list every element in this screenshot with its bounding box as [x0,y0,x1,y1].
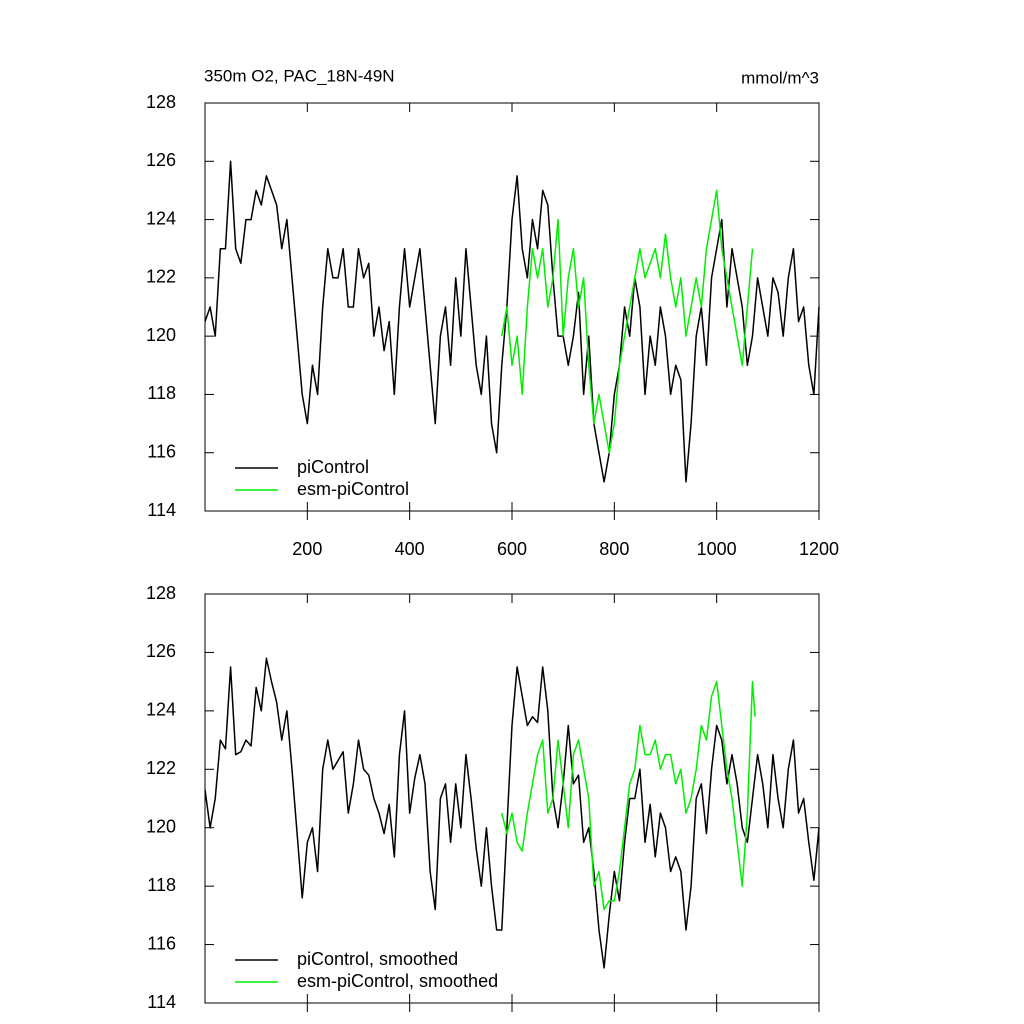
y-tick-label: 122 [146,758,176,778]
y-tick-label: 120 [146,816,176,836]
y-tick-label: 116 [147,933,176,953]
y-tick-label: 114 [147,500,176,520]
y-tick-label: 118 [147,875,176,895]
y-tick-label: 126 [146,641,176,661]
plot-frame [204,593,820,1004]
y-tick-label: 120 [146,325,176,345]
x-tick-label: 400 [395,539,425,559]
legend-label: esm-piControl [297,479,409,499]
legend-label: piControl, smoothed [297,949,458,969]
y-tick-label: 126 [146,150,176,170]
data-line [501,189,754,454]
y-tick-label: 124 [146,700,176,720]
y-tick-label: 124 [146,208,176,228]
data-line [204,657,820,969]
legend-label: piControl [297,457,369,477]
y-tick-label: 114 [147,992,176,1012]
x-tick-label: 600 [497,539,527,559]
x-tick-label: 1000 [697,539,737,559]
y-tick-label: 116 [147,441,176,461]
data-line [501,680,756,911]
data-line [204,160,820,483]
y-tick-label: 128 [146,92,176,112]
y-tick-label: 122 [146,267,176,287]
x-tick-label: 800 [599,539,629,559]
legend-label: esm-piControl, smoothed [297,971,498,991]
y-tick-label: 128 [146,583,176,603]
y-tick-label: 118 [147,383,176,403]
chart-title: 350m O2, PAC_18N-49N [204,66,395,85]
units-label: mmol/m^3 [741,68,819,87]
x-tick-label: 200 [292,539,322,559]
x-tick-label: 1200 [799,539,839,559]
